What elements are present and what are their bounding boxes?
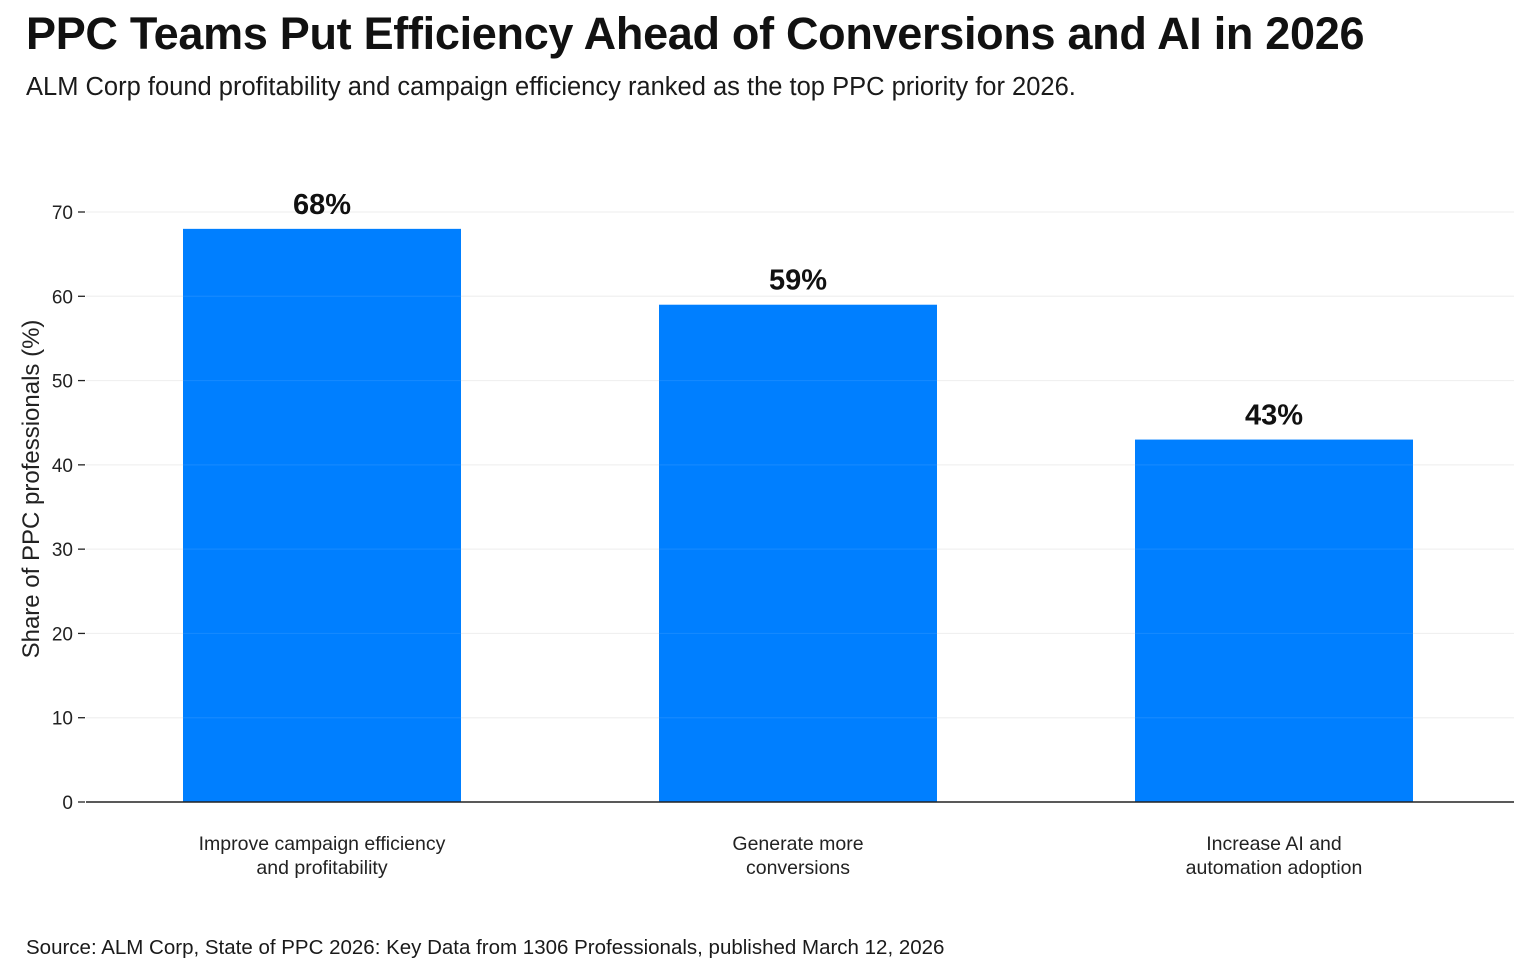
bar-value-label: 59% — [769, 265, 827, 297]
x-category-label: conversions — [746, 857, 850, 879]
axes — [78, 211, 1514, 803]
y-tick-label: 0 — [62, 793, 73, 814]
y-tick-label: 70 — [52, 203, 73, 224]
x-category-label: and profitability — [256, 857, 387, 879]
y-tick-label: 30 — [52, 540, 73, 561]
bar — [659, 304, 937, 802]
bar-value-label: 43% — [1245, 400, 1303, 432]
x-category-label: Increase AI and — [1206, 833, 1342, 855]
y-tick-label: 40 — [52, 456, 73, 477]
y-tick-label: 50 — [52, 372, 73, 393]
bars — [183, 228, 1413, 802]
y-tick-label: 20 — [52, 624, 73, 645]
y-tick-label: 60 — [52, 287, 73, 308]
gridlines-overlay — [86, 211, 1514, 719]
x-category-label: Generate more — [732, 833, 863, 855]
y-tick-label: 10 — [52, 709, 73, 730]
chart-subtitle: ALM Corp found profitability and campaig… — [26, 73, 1076, 101]
labels: 0 10 20 30 40 50 60 70 68% Improve campaign effic… — [18, 189, 1362, 879]
x-category-label: Improve campaign efficiency — [199, 833, 446, 855]
bar-value-label: 68% — [293, 189, 351, 221]
bar — [183, 228, 461, 802]
chart-source-note: Source: ALM Corp, State of PPC 2026: Key… — [26, 936, 945, 959]
y-axis-title: Share of PPC professionals (%) — [18, 320, 45, 659]
bar — [1135, 439, 1413, 802]
chart-title: PPC Teams Put Efficiency Ahead of Conver… — [26, 8, 1365, 59]
x-category-label: automation adoption — [1186, 857, 1363, 879]
